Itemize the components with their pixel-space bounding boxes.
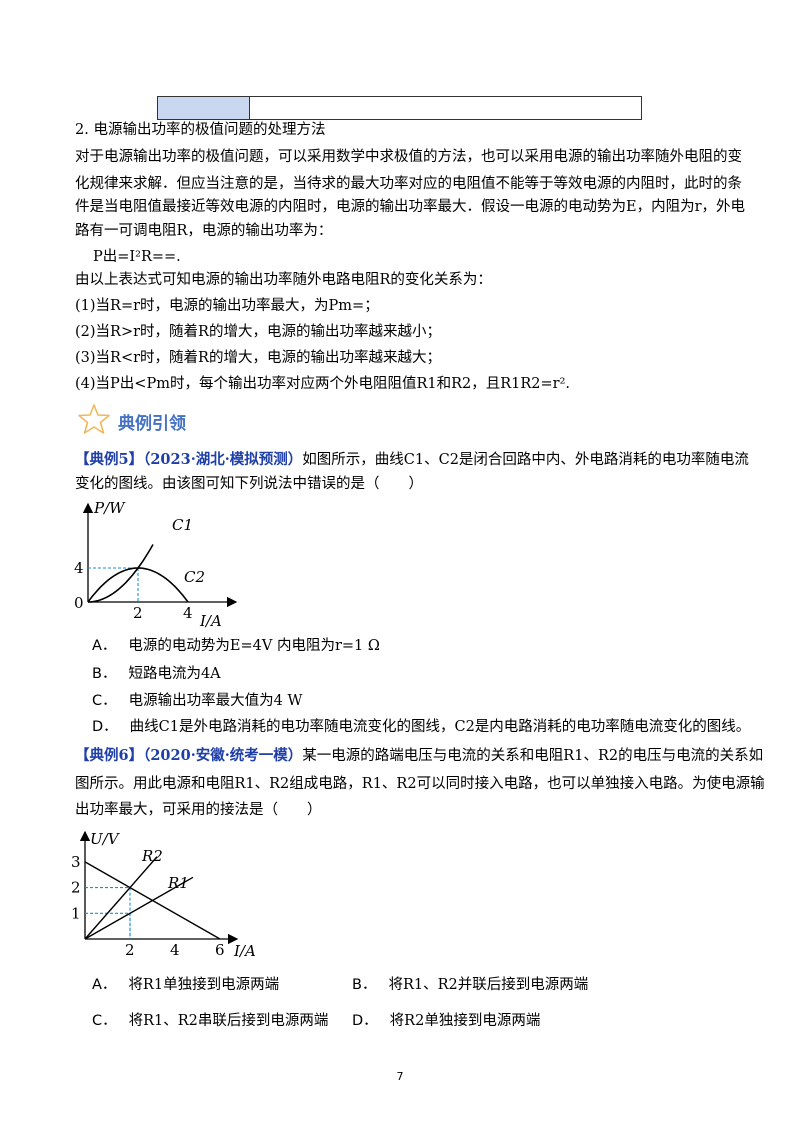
option-text: 电源输出功率最大值为4 W [128,693,303,709]
example-stem: 【典例6】（2020·安徽·统考一模）某一电源的路端电压与电流的关系和电阻R1、… [75,746,763,766]
option-a[interactable]: A． 电源的电动势为E=4V 内电阻为r=1 Ω [92,636,380,656]
y-axis-label: U/V [90,830,121,848]
series-label-r1: R1 [167,874,189,892]
paragraph-line: 对于电源输出功率的极值问题，可以采用数学中求极值的方法，也可以采用电源的输出功率… [75,149,742,165]
option-label: D． [92,719,118,735]
series-line-r1 [84,876,194,940]
option-b[interactable]: B． 将R1、R2并联后接到电源两端 [352,975,588,995]
option-label: B． [92,666,117,682]
option-d[interactable]: D． 将R2单独接到电源两端 [352,1011,540,1031]
option-b[interactable]: B． 短路电流为4A [92,664,221,684]
x-axis-label: I/A [199,612,222,628]
case-item: (3)当R<r时，随着R的增大，电源的输出功率越来越大； [75,350,441,366]
series-line-c1 [87,544,154,603]
x-axis-label: I/A [233,942,256,960]
x-tick-label: 4 [183,604,193,622]
y-tick-label: 3 [71,853,81,871]
option-label: B． [352,977,377,993]
option-c[interactable]: C． 将R1、R2串联后接到电源两端 [92,1011,328,1031]
option-text: 将R1单独接到电源两端 [128,977,280,993]
series-label-c2: C2 [184,568,205,586]
example-text: 某一电源的路端电压与电流的关系和电阻R1、R2的电压与电流的关系如 [302,748,764,764]
example-source: （2020·安徽·统考一模） [143,747,303,764]
paragraph-line: 由以上表达式可知电源的输出功率随外电路电阻R的变化关系为： [75,272,492,288]
section-title: 典例引领 [118,413,186,434]
y-tick-label: 2 [71,879,81,897]
option-label: C． [92,693,117,709]
example-stem-line: 图所示。用此电源和电阻R1、R2组成电路，R1、R2可以同时接入电路，也可以单独… [75,776,765,792]
option-text: 将R1、R2串联后接到电源两端 [128,1013,329,1029]
case-item: (2)当R>r时，随着R的增大，电源的输出功率越来越小； [75,324,441,340]
option-d[interactable]: D． 曲线C1是外电路消耗的电功率随电流变化的图线，C2是内电路消耗的电功率随电流… [92,717,750,737]
option-label: D． [352,1013,378,1029]
example-text: 如图所示，曲线C1、C2是闭合回路中内、外电路消耗的电功率随电流 [302,452,749,468]
option-text: 将R2单独接到电源两端 [389,1013,541,1029]
option-label: A． [92,638,117,654]
example-stem: 【典例5】（2023·湖北·模拟预测）如图所示，曲线C1、C2是闭合回路中内、外… [75,450,749,470]
option-a[interactable]: A． 将R1单独接到电源两端 [92,975,279,995]
power-current-chart: P/W I/A 0 4 2 4 C1 C2 [74,499,238,628]
option-text: 电源的电动势为E=4V 内电阻为r=1 Ω [128,638,380,654]
example-stem-line: 变化的图线。由该图可知下列说法中错误的是（ ） [75,476,423,492]
option-text: 曲线C1是外电路消耗的电功率随电流变化的图线，C2是内电路消耗的电功率随电流变化… [129,719,751,735]
option-text: 将R1、R2并联后接到电源两端 [388,977,589,993]
paragraph-line: 路有一可调电阻R，电源的输出功率为： [75,223,333,239]
star-outline-icon [78,403,110,439]
x-tick-label: 4 [170,941,180,959]
table-cell [250,97,641,119]
example-tag: 【典例5】 [75,451,144,468]
section-heading: 2. 电源输出功率的极值问题的处理方法 [75,122,326,138]
paragraph-line: 件是当电阻值最接近等效电源的内阻时，电源的输出功率最大．假设一电源的电动势为E，… [75,199,746,215]
option-label: C． [92,1013,117,1029]
x-tick-label: 2 [125,941,135,959]
y-tick-label: 1 [71,904,81,922]
case-item: (4)当P出<Pm时，每个输出功率对应两个外电阻阻值R1和R2，且R1R2=r²… [75,376,571,392]
section-header: 典例引领 [78,403,186,439]
option-label: A． [92,977,117,993]
example-source: （2023·湖北·模拟预测） [143,451,303,468]
series-label-r2: R2 [141,847,163,865]
series-line-c2 [87,567,189,603]
y-tick-label: 4 [74,559,84,577]
example-tag: 【典例6】 [75,747,144,764]
example-stem-line: 出功率最大，可采用的接法是（ ） [75,802,322,818]
y-axis-label: P/W [93,499,126,517]
case-item: (1)当R=r时，电源的输出功率最大，为Pm=； [75,298,379,314]
table-fragment [157,96,642,120]
x-tick-label: 6 [215,941,225,959]
x-tick-label: 2 [133,604,143,622]
formula: P出=I²R==. [93,249,181,265]
series-line-r2 [84,856,158,940]
page-number: 7 [396,1070,404,1083]
paragraph-line: 化规律来求解．但应当注意的是，当待求的最大功率对应的电阻值不能等于等效电源的内阻… [75,176,742,192]
option-text: 短路电流为4A [128,666,221,682]
table-cell-shaded [158,97,250,119]
origin-label: 0 [74,594,84,612]
option-c[interactable]: C． 电源输出功率最大值为4 W [92,691,302,711]
series-label-c1: C1 [172,516,193,534]
